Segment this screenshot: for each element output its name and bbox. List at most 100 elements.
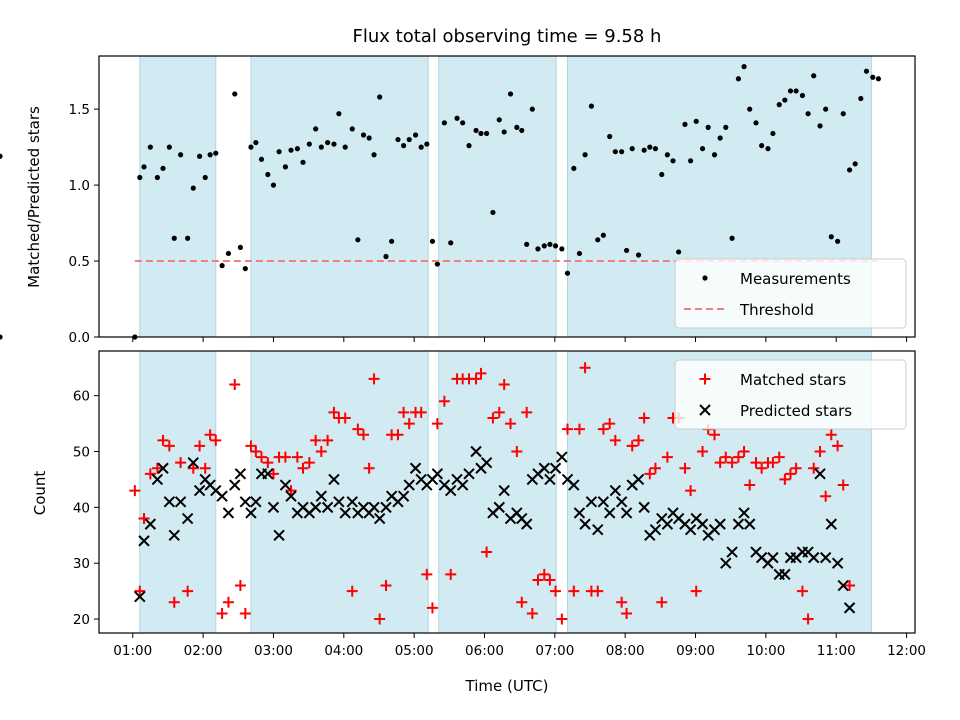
measurements-point bbox=[400, 143, 407, 149]
measurements-point bbox=[137, 174, 143, 181]
matched-stars-point bbox=[685, 485, 697, 497]
predicted-stars-point bbox=[585, 496, 598, 508]
matched-stars-point bbox=[445, 568, 457, 580]
measurements-point bbox=[782, 97, 788, 103]
x-tick-label: 04:00 bbox=[324, 643, 363, 659]
predicted-stars-point bbox=[732, 518, 745, 530]
measurements-point bbox=[619, 149, 625, 155]
matched-stars-point bbox=[346, 585, 358, 597]
predicted-stars-point bbox=[579, 518, 591, 530]
bottom-y-axis-label: Count bbox=[31, 471, 49, 516]
measurements-point bbox=[507, 91, 514, 97]
count-panel: 20 30 40 50 60 01:00 02:00 03:00 04:00 05:00 06:00… bbox=[73, 350, 926, 659]
predicted-stars-point bbox=[333, 496, 345, 508]
measurements-point bbox=[478, 130, 484, 137]
matched-stars-point bbox=[229, 379, 241, 391]
measurements-point bbox=[276, 149, 282, 155]
measurements-point bbox=[448, 240, 454, 246]
measurements-point bbox=[389, 238, 395, 244]
predicted-stars-point bbox=[597, 496, 610, 508]
measurements-point bbox=[349, 126, 355, 132]
measurements-point bbox=[166, 144, 172, 150]
predicted-stars-point bbox=[743, 518, 756, 530]
predicted-stars-point bbox=[346, 496, 358, 508]
matched-stars-point bbox=[303, 457, 315, 469]
measurements-point bbox=[336, 111, 342, 117]
matched-stars-point bbox=[368, 373, 380, 385]
y-tick-label: 40 bbox=[73, 500, 90, 516]
predicted-stars-point bbox=[470, 445, 482, 458]
matched-stars-point bbox=[363, 462, 375, 474]
legend-measurements-key bbox=[702, 275, 708, 281]
measurements-point bbox=[588, 103, 595, 109]
measurements-point bbox=[519, 127, 525, 134]
matched-stars-point bbox=[690, 585, 702, 597]
measurements-point bbox=[232, 91, 238, 97]
measurements-point bbox=[564, 270, 571, 276]
measurements-point bbox=[811, 73, 817, 79]
predicted-stars-point bbox=[837, 579, 849, 592]
measurements-point bbox=[248, 144, 254, 150]
observing-window-1 bbox=[139, 350, 217, 634]
matched-stars-point bbox=[182, 585, 194, 597]
matched-stars-point bbox=[773, 451, 785, 463]
measurements-point bbox=[741, 64, 747, 70]
matched-stars-point bbox=[556, 613, 568, 625]
y-tick-label: 30 bbox=[73, 556, 90, 572]
predicted-stars-point bbox=[843, 602, 856, 614]
matched-stars-point bbox=[837, 479, 849, 491]
measurements-point bbox=[412, 132, 419, 138]
predicted-stars-point bbox=[684, 523, 697, 536]
matched-stars-point bbox=[297, 462, 309, 474]
matched-stars-point bbox=[814, 446, 826, 458]
measurements-point bbox=[355, 237, 361, 243]
predicted-stars-point bbox=[409, 462, 422, 474]
measurements-point bbox=[141, 164, 147, 170]
matched-stars-point bbox=[649, 462, 661, 474]
predicted-stars-point bbox=[380, 501, 392, 514]
matched-stars-point bbox=[744, 479, 756, 491]
matched-stars-point bbox=[267, 468, 279, 480]
predicted-stars-point bbox=[163, 496, 176, 508]
predicted-stars-point bbox=[814, 468, 826, 480]
y-tick-label: 20 bbox=[73, 612, 90, 628]
measurements-point bbox=[846, 167, 853, 173]
measurements-point bbox=[852, 161, 858, 167]
measurements-point bbox=[699, 146, 706, 152]
matched-stars-point bbox=[738, 446, 750, 458]
measurements-point bbox=[582, 152, 588, 158]
legend-predicted-stars-label: Predicted stars bbox=[740, 402, 852, 420]
measurements-point bbox=[441, 120, 447, 126]
measurements-point bbox=[805, 111, 811, 117]
measurements-point bbox=[759, 143, 765, 149]
legend-matched-stars-key bbox=[699, 373, 711, 385]
measurements-point bbox=[406, 136, 412, 143]
observing-window-3 bbox=[438, 350, 557, 634]
matched-stars-point bbox=[175, 457, 187, 469]
measurements-point bbox=[641, 147, 647, 153]
measurements-point bbox=[237, 244, 243, 250]
x-tick-label: 01:00 bbox=[113, 643, 152, 659]
matched-stars-point bbox=[380, 580, 392, 592]
predicted-stars-point bbox=[726, 546, 738, 558]
matched-stars-point bbox=[475, 367, 487, 379]
predicted-stars-point bbox=[373, 512, 386, 525]
matched-stars-point bbox=[239, 607, 251, 619]
matched-stars-point bbox=[521, 406, 533, 418]
y-tick-label: 0.5 bbox=[69, 254, 90, 270]
measurements-point bbox=[799, 92, 806, 99]
y-tick-label: 50 bbox=[73, 445, 90, 461]
measurements-point bbox=[377, 94, 383, 100]
matched-stars-point bbox=[832, 440, 844, 452]
measurements-point bbox=[306, 141, 312, 147]
predicted-stars-point bbox=[239, 496, 252, 508]
measurements-point bbox=[524, 241, 530, 247]
predicted-stars-point bbox=[573, 507, 586, 519]
matched-stars-point bbox=[561, 423, 573, 435]
x-tick-label: 07:00 bbox=[535, 643, 574, 659]
matched-stars-point bbox=[714, 457, 726, 469]
measurements-point bbox=[360, 132, 367, 138]
measurements-point bbox=[735, 76, 742, 82]
measurements-point bbox=[711, 152, 718, 158]
top-y-axis-label: Matched/Predicted stars bbox=[25, 106, 43, 288]
